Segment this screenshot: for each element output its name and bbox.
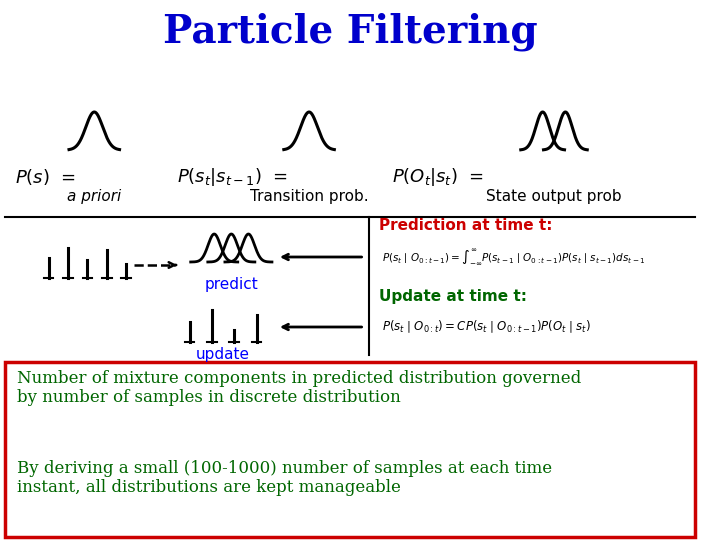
- Text: Number of mixture components in predicted distribution governed
by number of sam: Number of mixture components in predicte…: [17, 370, 582, 406]
- Text: $P(s_t \mid O_{0:t}) = CP(s_t \mid O_{0:t-1})P(O_t \mid s_t)$: $P(s_t \mid O_{0:t}) = CP(s_t \mid O_{0:…: [382, 319, 591, 335]
- Text: Update at time t:: Update at time t:: [379, 289, 527, 305]
- Text: Prediction at time t:: Prediction at time t:: [379, 218, 552, 233]
- Text: $P(s_t \mid O_{0:t-1}) = \int_{-\infty}^{\infty} P(s_{t-1} \mid O_{0:t-1})P(s_t : $P(s_t \mid O_{0:t-1}) = \int_{-\infty}^…: [382, 247, 646, 267]
- Text: a priori: a priori: [67, 188, 122, 204]
- Text: $P(s)$  =: $P(s)$ =: [14, 167, 76, 187]
- Text: By deriving a small (100-1000) number of samples at each time
instant, all distr: By deriving a small (100-1000) number of…: [17, 460, 553, 496]
- Text: predict: predict: [204, 278, 258, 293]
- Text: State output prob: State output prob: [486, 188, 622, 204]
- Text: $P(O_t|s_t)$  =: $P(O_t|s_t)$ =: [392, 166, 484, 188]
- Text: Transition prob.: Transition prob.: [250, 188, 369, 204]
- FancyBboxPatch shape: [5, 362, 695, 537]
- Text: Particle Filtering: Particle Filtering: [163, 13, 537, 51]
- Text: $P(s_t|s_{t-1})$  =: $P(s_t|s_{t-1})$ =: [177, 166, 287, 188]
- Text: update: update: [196, 348, 250, 362]
